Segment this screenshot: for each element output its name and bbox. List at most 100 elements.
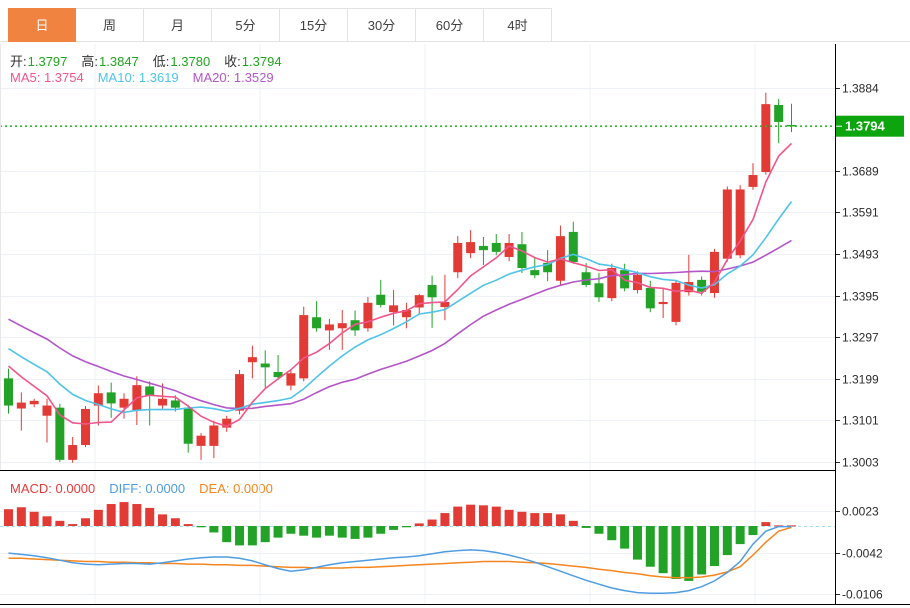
macd-hist-bar (209, 526, 219, 533)
candle-body (376, 294, 386, 305)
candle-body (363, 302, 373, 329)
candle-body (286, 373, 296, 386)
macd-axis-label: -0.0106 (842, 588, 883, 602)
tab-30分[interactable]: 30分 (348, 8, 416, 42)
candle-body (183, 407, 193, 444)
candle-body (530, 270, 540, 276)
macd-axis-label: -0.0042 (842, 547, 883, 561)
macd-hist-bar (684, 526, 694, 581)
tab-60分[interactable]: 60分 (416, 8, 484, 42)
candle-body (4, 378, 13, 406)
macd-hist-bar (671, 526, 681, 579)
ma10-line (8, 201, 793, 414)
macd-hist-bar (183, 524, 193, 526)
macd-hist-bar (491, 506, 501, 526)
candle-body (684, 282, 694, 293)
candle-body (16, 402, 26, 409)
price-axis-label: 1.3101 (842, 414, 879, 428)
macd-hist-bar (401, 526, 411, 528)
candle-body (299, 315, 309, 379)
candle-body (453, 242, 463, 273)
macd-hist-bar (350, 526, 360, 539)
tab-日[interactable]: 日 (8, 8, 76, 42)
macd-hist-bar (68, 524, 78, 526)
candle-body (478, 245, 488, 251)
macd-hist-bar (93, 509, 103, 526)
macd-hist-bar (568, 520, 578, 526)
candle-body (235, 374, 245, 411)
ma20-line (8, 239, 792, 410)
dea-line (8, 526, 792, 579)
candle-body (504, 242, 514, 257)
candle-body (273, 372, 283, 378)
ohlc-item: 低:1.3780 (152, 54, 211, 69)
macd-hist-bar (196, 526, 206, 528)
candle-body (517, 244, 527, 268)
candle-body (55, 407, 65, 460)
ma-legend-item: MA20: 1.3529 (192, 70, 274, 85)
price-axis-label: 1.3689 (842, 165, 879, 179)
ohlc-item: 收:1.3794 (224, 54, 282, 69)
macd-hist-bar (530, 513, 540, 526)
macd-hist-bar (478, 505, 488, 526)
macd-hist-bar (620, 526, 630, 549)
tab-月[interactable]: 月 (144, 8, 212, 42)
diff-line (8, 525, 792, 594)
candle-body (222, 418, 232, 428)
candle-body (401, 310, 411, 318)
macd-hist-bar (748, 526, 758, 536)
tabbar: 日周月 5分 15分 30分 60分 4时 (0, 8, 910, 42)
macd-hist-bar (81, 518, 91, 526)
macd-hist-bar (312, 526, 322, 538)
candle-body (312, 317, 322, 329)
macd-hist-bar (427, 519, 437, 526)
macd-hist-bar (286, 526, 296, 534)
macd-legend-item: DEA: 0.0000 (199, 481, 273, 496)
macd-hist-bar (337, 526, 347, 538)
macd-hist-bar (145, 507, 155, 526)
macd-hist-bar (119, 502, 129, 526)
macd-hist-bar (453, 506, 463, 526)
candle-body (581, 272, 591, 285)
candle-body (697, 279, 707, 292)
price-axis-label: 1.3884 (842, 82, 879, 96)
candle-body (145, 386, 155, 396)
candle-body (93, 393, 103, 406)
macd-hist-bar (607, 526, 617, 541)
candle-body (119, 398, 129, 408)
candle-body (774, 104, 784, 122)
candle-body (106, 392, 116, 404)
ma5-line (7, 142, 793, 428)
candle-body (337, 323, 347, 329)
candle-body (709, 251, 719, 294)
tab-5分[interactable]: 5分 (212, 8, 280, 42)
macd-hist-bar (132, 504, 142, 526)
macd-hist-bar (543, 513, 553, 526)
macd-hist-bar (299, 526, 309, 536)
ohlc-item: 开:1.3797 (10, 54, 68, 69)
macd-hist-bar (42, 516, 52, 526)
ohlc-item: 高:1.3847 (81, 54, 139, 69)
macd-hist-bar (466, 504, 476, 526)
price-axis-label: 1.3297 (842, 331, 879, 345)
macd-hist-bar (709, 526, 719, 567)
tab-15分[interactable]: 15分 (280, 8, 348, 42)
ma-legend-item: MA5: 1.3754 (10, 70, 84, 85)
tab-4时[interactable]: 4时 (484, 8, 552, 42)
candle-body (350, 320, 360, 331)
tab-周[interactable]: 周 (76, 8, 144, 42)
macd-legend-item: DIFF: 0.0000 (109, 481, 186, 496)
macd-hist-bar (697, 526, 707, 575)
price-axis-label: 1.3003 (842, 456, 879, 470)
macd-hist-bar (158, 514, 168, 526)
candle-body (260, 363, 270, 368)
candle-body (761, 104, 771, 173)
candle-body (645, 287, 655, 309)
macd-hist-bar (363, 526, 373, 538)
candle-body (324, 324, 334, 331)
macd-hist-bar (260, 526, 270, 543)
macd-axis-label: 0.0023 (842, 505, 879, 519)
macd-hist-bar (594, 526, 604, 534)
